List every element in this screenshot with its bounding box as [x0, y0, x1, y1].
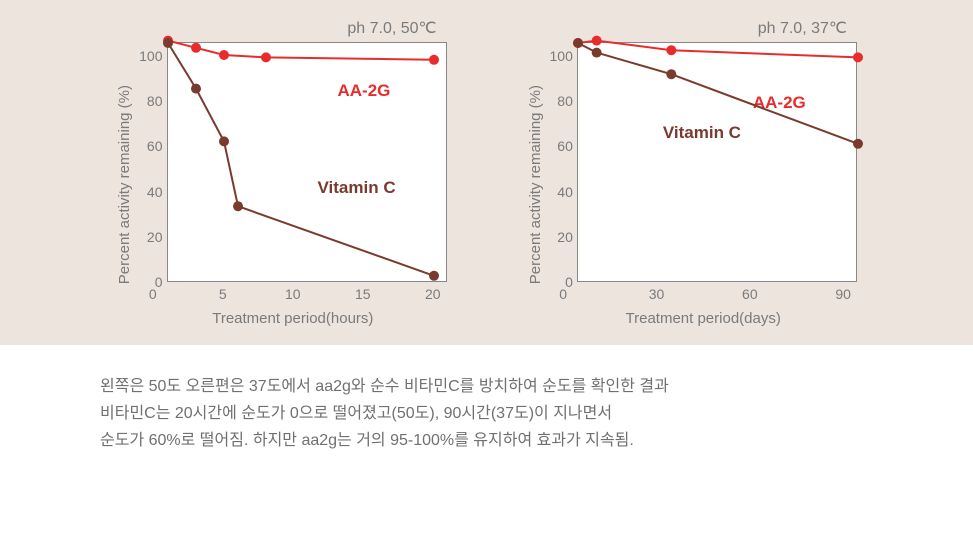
plot-area: AA-2GVitamin C — [577, 42, 857, 282]
plot-area: AA-2GVitamin C — [167, 42, 447, 282]
x-axis-label: Treatment period(hours) — [212, 310, 373, 327]
plot-row: 020406080100 AA-2GVitamin C — [550, 42, 857, 282]
x-ticks: 05101520 — [153, 286, 433, 304]
desc-line: 왼쪽은 50도 오른편은 37도에서 aa2g와 순수 비타민C를 방치하여 순… — [100, 373, 893, 400]
x-axis-label: Treatment period(days) — [626, 310, 781, 327]
plot-row: 020406080100 AA-2GVitamin C — [139, 42, 446, 282]
charts-panel: ph 7.0, 50℃ Percent activity remaining (… — [0, 0, 973, 345]
chart-area: Percent activity remaining (%) 020406080… — [527, 42, 857, 327]
y-ticks: 020406080100 — [550, 42, 573, 282]
y-axis-label: Percent activity remaining (%) — [527, 85, 544, 284]
chart-title: ph 7.0, 50℃ — [347, 18, 436, 38]
x-ticks: 0306090 — [563, 286, 843, 304]
desc-line: 순도가 60%로 떨어짐. 하지만 aa2g는 거의 95-100%를 유지하여… — [100, 427, 893, 454]
description-text: 왼쪽은 50도 오른편은 37도에서 aa2g와 순수 비타민C를 방치하여 순… — [100, 373, 893, 455]
y-axis-label: Percent activity remaining (%) — [116, 85, 133, 284]
plot-wrap: 020406080100 AA-2GVitamin C 0306090 Trea… — [550, 42, 857, 327]
chart-title: ph 7.0, 37℃ — [758, 18, 847, 38]
chart-area: Percent activity remaining (%) 020406080… — [116, 42, 446, 327]
y-ticks: 020406080100 — [139, 42, 162, 282]
chart-right: ph 7.0, 37℃ Percent activity remaining (… — [527, 18, 857, 327]
desc-line: 비타민C는 20시간에 순도가 0으로 떨어졌고(50도), 90시간(37도)… — [100, 400, 893, 427]
chart-left: ph 7.0, 50℃ Percent activity remaining (… — [116, 18, 446, 327]
plot-wrap: 020406080100 AA-2GVitamin C 05101520 Tre… — [139, 42, 446, 327]
